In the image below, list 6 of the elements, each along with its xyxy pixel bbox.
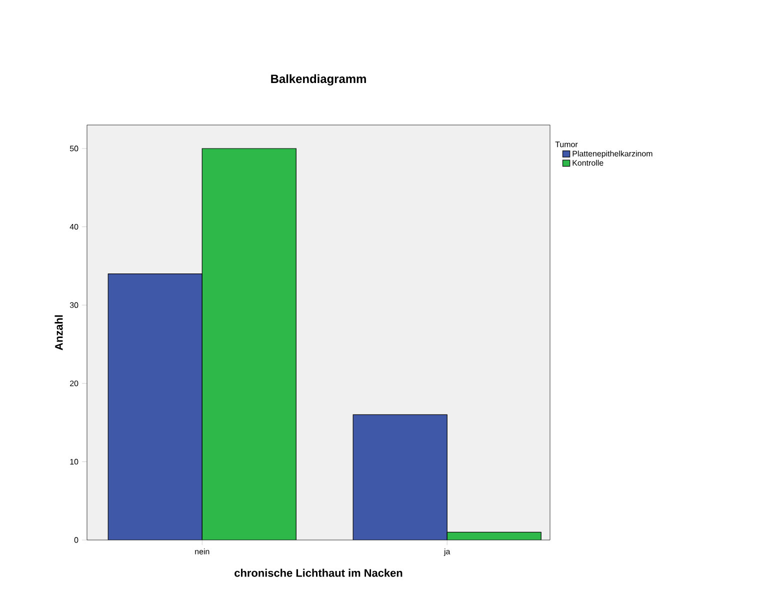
bar	[108, 273, 202, 540]
y-axis-title: Anzahl	[54, 315, 63, 350]
chart-title: Balkendiagramm	[271, 74, 366, 86]
bar	[352, 414, 448, 540]
x-axis-title: chronische Lichthaut im Nacken	[234, 568, 402, 577]
bar	[202, 148, 296, 540]
